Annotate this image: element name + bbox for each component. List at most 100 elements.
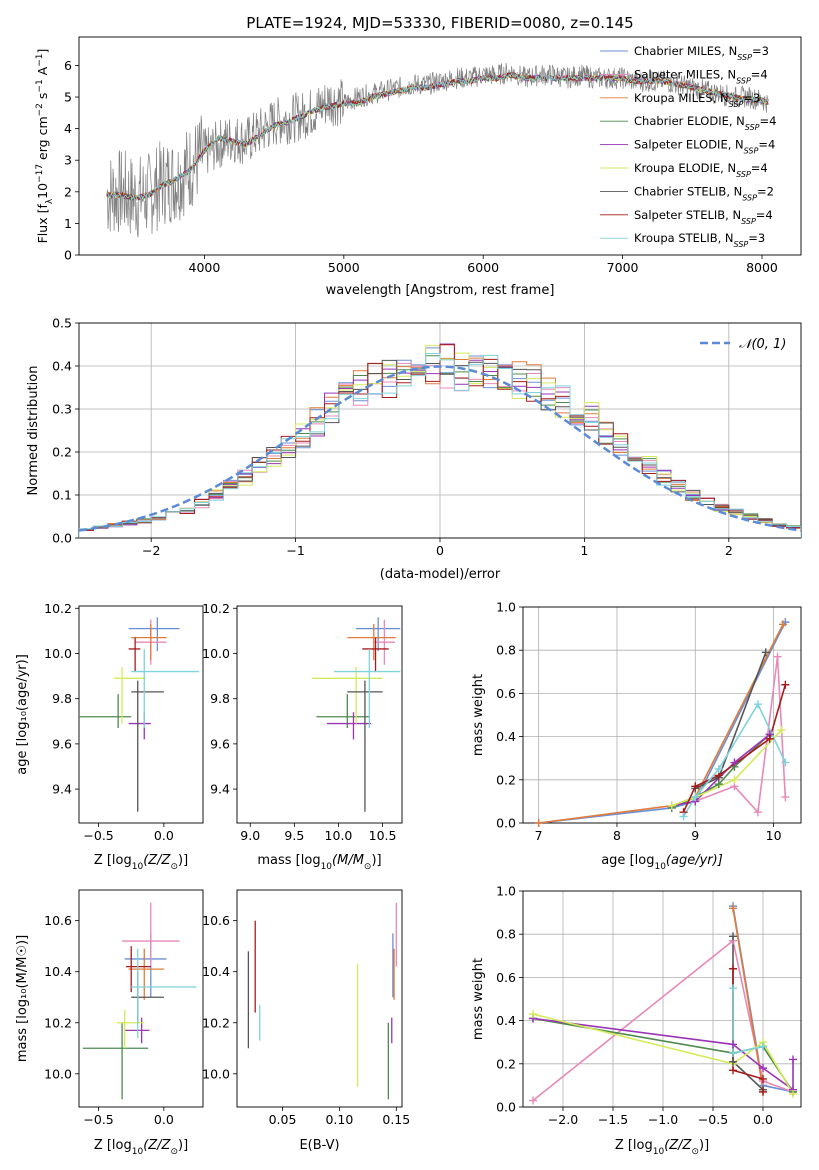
series-marker — [789, 1090, 797, 1099]
x-axis-label-sub: 10 — [132, 1147, 144, 1157]
x-axis-label-part: Z [log — [94, 853, 132, 868]
plot-content — [79, 343, 801, 538]
x-tick-label: 7 — [535, 828, 543, 843]
legend-label: Chabrier STELIB, NSSP=2 — [634, 184, 774, 202]
y-tick-label: 0.3 — [52, 402, 72, 417]
panel-age-vs-Z: −0.5 0.0 9.4 9.6 9.8 10.0 10.2 Z [log10(Z/Z⊙)] a… — [15, 601, 204, 872]
x-axis-label-part: )] — [699, 1138, 709, 1153]
x-tick-label: −0.5 — [83, 828, 113, 843]
x-axis-label-part: mass [log — [257, 853, 320, 868]
y-tick-label: 10.0 — [44, 646, 72, 661]
y-tick-label: 10.2 — [44, 1015, 72, 1030]
y-tick-label: 0.5 — [52, 316, 72, 331]
legend-label-part: =3 — [748, 231, 765, 245]
plot-content — [82, 902, 197, 1100]
x-axis-label-part: (M/M — [332, 853, 364, 868]
y-axis-label-part: A — [35, 66, 50, 79]
x-tick-label: 0.05 — [269, 1112, 297, 1127]
plot-frame — [522, 606, 802, 824]
y-tick-label: 10.6 — [44, 913, 72, 928]
series-marker — [729, 1066, 737, 1075]
legend-label: 𝒩(0, 1) — [739, 337, 786, 352]
legend-label-part: =4 — [751, 67, 768, 81]
plot-frame — [78, 36, 802, 256]
series-marker — [759, 1087, 767, 1096]
x-tick-label: 0.15 — [382, 1112, 410, 1127]
x-tick-label: 10.0 — [325, 828, 353, 843]
x-axis-label-part: (Z/Z — [143, 853, 171, 868]
y-axis-label: mass weight — [471, 674, 486, 756]
y-tick-label: 10.2 — [44, 601, 72, 616]
series-marker — [773, 652, 782, 661]
x-axis-label-sub: ⊙ — [691, 1147, 699, 1157]
plot-frame — [78, 605, 204, 824]
y-axis-label-part: −1 — [35, 79, 45, 92]
series-line — [538, 621, 787, 823]
x-axis-label-sub: 10 — [654, 862, 666, 872]
plot-area — [79, 606, 203, 823]
legend-label-part: =3 — [743, 91, 760, 105]
series-marker — [759, 1042, 767, 1051]
y-tick-label: 0.2 — [496, 1056, 516, 1071]
x-axis-label: mass [log10(M/M⊙)] — [257, 853, 381, 872]
y-tick-label: 0.4 — [496, 729, 516, 744]
histogram-step — [79, 353, 801, 538]
y-axis-label-part: erg cm — [35, 116, 50, 164]
x-axis-label: E(B-V) — [299, 1138, 339, 1153]
x-axis-label-sub: 10 — [653, 1147, 665, 1157]
y-axis-label: age [log₁₀(age/yr)] — [15, 654, 30, 775]
legend-label: Chabrier MILES, NSSP=3 — [634, 44, 769, 62]
x-tick-label: −1 — [286, 543, 304, 558]
x-axis-label: wavelength [Angstrom, rest frame] — [326, 283, 555, 298]
legend-label: Kroupa ELODIE, NSSP=4 — [634, 161, 768, 179]
x-axis-label: age [log10(age/yr)] — [601, 853, 723, 872]
legend-label-part: Salpeter STELIB, N — [634, 208, 741, 222]
normal-curve — [79, 365, 801, 532]
x-tick-label: 0.0 — [154, 828, 174, 843]
panel-residuals: −2 −1 0 1 2 0.0 0.1 0.2 0.3 0.4 0.5 (data-model)/er… — [26, 316, 802, 582]
x-tick-label: 0.0 — [753, 1112, 773, 1127]
legend-label-part: Chabrier STELIB, N — [634, 184, 742, 198]
y-tick-label: 10.0 — [44, 1066, 72, 1081]
series-marker — [730, 758, 739, 767]
panel-spectrum: 4000 5000 6000 7000 8000 0 1 2 3 4 5 6 wavelength [A… — [35, 36, 802, 298]
series-marker — [759, 1074, 767, 1083]
x-axis-label-sub: ⊙ — [170, 1147, 178, 1157]
x-tick-label: 6000 — [467, 260, 499, 275]
x-tick-label: 9.5 — [284, 828, 304, 843]
figure-title: PLATE=1924, MJD=53330, FIBERID=0080, z=0… — [246, 14, 633, 32]
x-axis-label-part: )] — [178, 1138, 188, 1153]
series-marker — [761, 648, 770, 657]
x-axis-label-part: )] — [371, 853, 381, 868]
y-tick-label: 9.8 — [210, 691, 230, 706]
x-tick-label: 0 — [436, 543, 444, 558]
series-marker — [729, 964, 737, 973]
y-tick-label: 10.0 — [202, 646, 230, 661]
x-axis-label-part: (Z/Z — [664, 1138, 692, 1153]
plot-content — [312, 617, 401, 812]
y-tick-label: 0.6 — [496, 686, 516, 701]
legend-label: Salpeter ELODIE, NSSP=4 — [634, 138, 775, 156]
legend-label-part: =4 — [758, 138, 775, 152]
legend-label-part: Chabrier ELODIE, N — [634, 114, 745, 128]
legend-label-part: Salpeter ELODIE, N — [634, 138, 744, 152]
plot-area — [79, 890, 203, 1107]
series-marker — [729, 1057, 737, 1066]
plot-frame — [78, 889, 204, 1108]
x-tick-label: 0.10 — [325, 1112, 353, 1127]
legend-label-part: =4 — [751, 161, 768, 175]
series-marker — [529, 1010, 537, 1019]
y-tick-label: 10.4 — [44, 964, 72, 979]
y-tick-label: 10.2 — [202, 601, 230, 616]
plot-frame — [522, 890, 802, 1108]
y-axis-label: Normed distribution — [26, 366, 41, 496]
y-tick-label: 0.2 — [52, 445, 72, 460]
y-tick-label: 1.0 — [496, 600, 516, 615]
series-marker — [679, 812, 688, 821]
x-axis-label: Z [log10(Z/Z⊙)] — [615, 1138, 709, 1157]
plot-frame — [236, 889, 403, 1108]
series-marker — [781, 758, 790, 767]
plot-area — [523, 607, 801, 823]
